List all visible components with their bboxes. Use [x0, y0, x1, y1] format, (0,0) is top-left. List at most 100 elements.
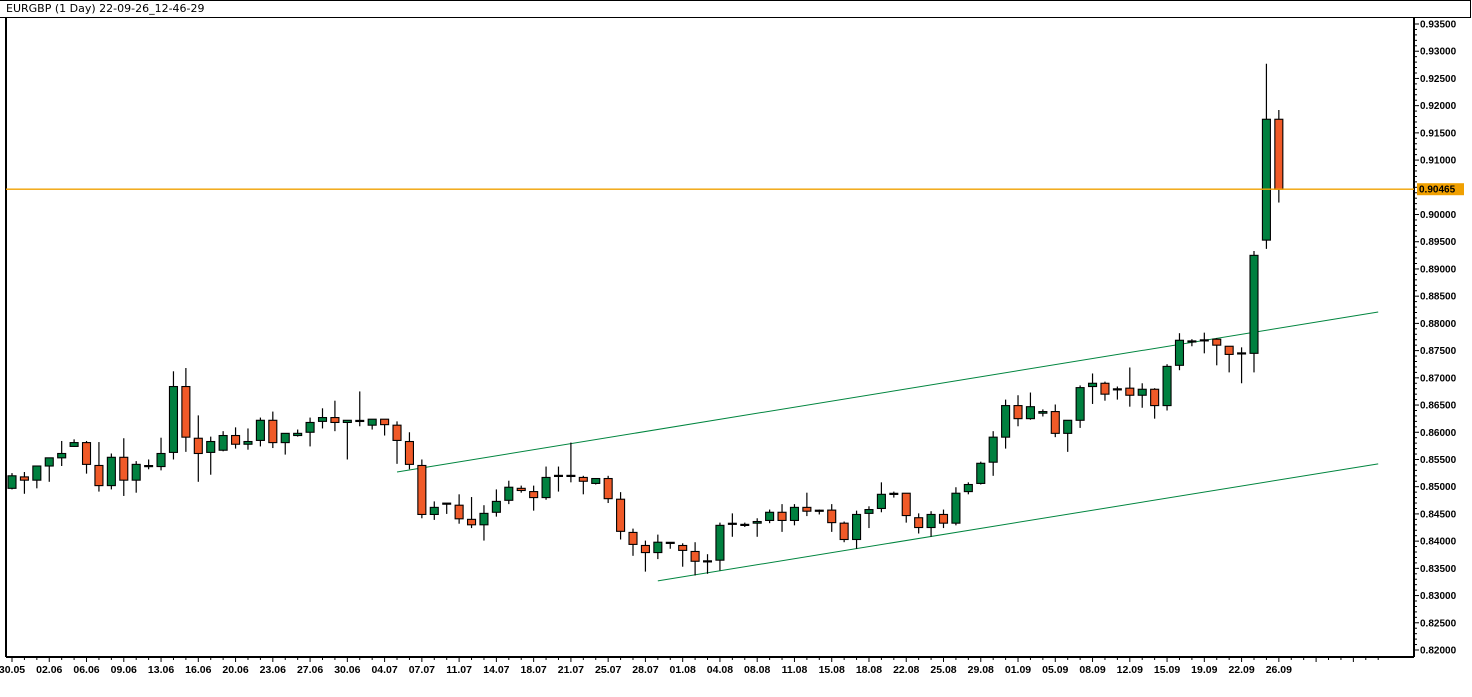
candle-body [193, 437, 203, 455]
x-tick-label: 30.05 [0, 664, 25, 676]
candle [380, 418, 390, 436]
x-tick-label: 19.09 [1191, 664, 1217, 676]
candle-body [1038, 411, 1048, 414]
candle [752, 518, 762, 537]
y-tick-label: 0.85000 [1420, 482, 1457, 493]
candle-body [1199, 339, 1209, 342]
candle [1249, 250, 1259, 373]
x-tick-label: 05.09 [1042, 664, 1068, 676]
x-tick-label: 29.08 [968, 664, 994, 676]
candle-body [889, 492, 899, 495]
candle-body [1063, 419, 1073, 434]
candle-body [951, 492, 961, 524]
x-tick-label: 16.06 [185, 664, 211, 676]
candle-body [69, 442, 79, 447]
candle-body [789, 506, 800, 521]
candle [901, 492, 911, 523]
y-tick-label: 0.89500 [1420, 237, 1457, 248]
candle [529, 485, 539, 511]
candle [1237, 347, 1247, 384]
y-tick-label: 0.83500 [1420, 564, 1457, 575]
candle [1174, 333, 1185, 371]
x-tick-label: 01.08 [670, 664, 696, 676]
candle-body [541, 476, 551, 499]
candle [1112, 386, 1122, 400]
candle [889, 491, 899, 498]
candle [1087, 373, 1098, 404]
y-tick-label: 0.92000 [1420, 101, 1457, 112]
candle-body [616, 498, 626, 532]
y-tick-label: 0.88500 [1420, 292, 1457, 303]
x-tick-label: 22.09 [1228, 664, 1254, 676]
candle [1100, 381, 1110, 401]
y-tick-label: 0.92500 [1420, 74, 1457, 85]
candle [864, 506, 874, 529]
candle [504, 480, 514, 505]
x-tick-label: 02.06 [36, 664, 62, 676]
candle-body [1249, 254, 1259, 354]
candle-body [417, 464, 427, 516]
candle [566, 442, 576, 483]
candle-body [19, 476, 29, 481]
candle [690, 542, 700, 576]
candle [442, 502, 452, 514]
candle-body [1237, 352, 1247, 355]
candle-body [330, 417, 340, 424]
candle [951, 487, 961, 526]
y-tick-label: 0.93000 [1420, 47, 1457, 58]
candle-body [1137, 388, 1147, 396]
candle-body [938, 513, 949, 524]
candle [516, 485, 526, 493]
x-tick-label: 06.06 [73, 664, 99, 676]
candle-body [404, 440, 414, 465]
candle [429, 501, 439, 520]
x-tick-label: 12.09 [1117, 664, 1143, 676]
candle-body [529, 491, 539, 499]
candle-body [392, 424, 402, 441]
candle-body [317, 417, 328, 422]
candle-body [1087, 382, 1098, 388]
candle-body [827, 509, 837, 524]
candle [988, 431, 998, 476]
candle-body [44, 457, 54, 467]
candle [280, 432, 290, 455]
candle-body [1261, 118, 1271, 241]
candle-body [516, 487, 526, 492]
candle-body [628, 531, 638, 545]
candle-body [491, 500, 501, 513]
y-tick-label: 0.86500 [1420, 401, 1457, 412]
candle-body [852, 513, 862, 541]
candle-body [1212, 338, 1222, 346]
candle [541, 466, 551, 500]
candle [1224, 345, 1234, 373]
candle [231, 427, 241, 449]
candle [417, 459, 427, 519]
candle-body [963, 483, 973, 493]
y-tick-label: 0.93500 [1420, 20, 1457, 31]
candle [317, 408, 328, 429]
candle-body [901, 492, 911, 517]
candle [57, 440, 67, 467]
x-tick-label: 15.09 [1154, 664, 1180, 676]
candle [1162, 364, 1172, 411]
candle [168, 371, 179, 460]
candle-body [168, 385, 179, 453]
candle [156, 437, 166, 471]
candle [802, 492, 812, 517]
candle-body [1187, 340, 1197, 343]
candle-body [144, 465, 154, 468]
x-tick-label: 28.07 [632, 664, 658, 676]
candle [665, 541, 675, 549]
candle-body [32, 465, 42, 481]
x-tick-label: 07.07 [409, 664, 435, 676]
candle [355, 391, 365, 427]
candle [789, 504, 800, 526]
candle-body [367, 418, 377, 426]
candle [144, 459, 154, 470]
x-tick-label: 08.09 [1079, 664, 1105, 676]
candle [268, 411, 278, 449]
candle-body [454, 504, 464, 520]
y-tick-label: 0.88000 [1420, 319, 1457, 330]
current-price-label: 0.90465 [1419, 185, 1456, 196]
